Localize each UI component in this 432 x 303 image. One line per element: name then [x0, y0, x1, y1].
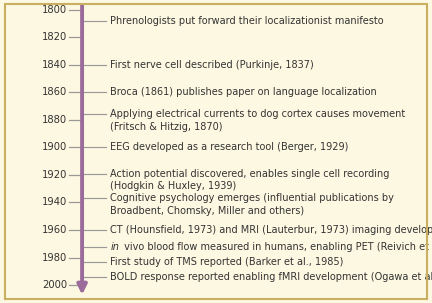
- Text: 1960: 1960: [41, 225, 67, 235]
- Text: (Fritsch & Hitzig, 1870): (Fritsch & Hitzig, 1870): [110, 122, 222, 132]
- Text: Broca (1861) publishes paper on language localization: Broca (1861) publishes paper on language…: [110, 87, 377, 97]
- Text: CT (Hounsfield, 1973) and MRI (Lauterbur, 1973) imaging developed: CT (Hounsfield, 1973) and MRI (Lauterbur…: [110, 225, 432, 235]
- Text: 1820: 1820: [42, 32, 67, 42]
- Text: in: in: [110, 241, 119, 251]
- Text: BOLD response reported enabling fMRI development (Ogawa et al., 1990): BOLD response reported enabling fMRI dev…: [110, 272, 432, 282]
- Text: Action potential discovered, enables single cell recording: Action potential discovered, enables sin…: [110, 168, 390, 178]
- Text: Applying electrical currents to dog cortex causes movement: Applying electrical currents to dog cort…: [110, 109, 405, 119]
- Text: (Hodgkin & Huxley, 1939): (Hodgkin & Huxley, 1939): [110, 181, 236, 191]
- Text: 2000: 2000: [42, 280, 67, 290]
- Text: 1980: 1980: [42, 252, 67, 263]
- Text: 1880: 1880: [42, 115, 67, 125]
- Text: 1920: 1920: [41, 170, 67, 180]
- Text: First nerve cell described (Purkinje, 1837): First nerve cell described (Purkinje, 18…: [110, 60, 314, 70]
- Text: First study of TMS reported (Barker et al., 1985): First study of TMS reported (Barker et a…: [110, 257, 343, 267]
- Text: 1800: 1800: [42, 5, 67, 15]
- Text: Cognitive psychology emerges (influential publications by: Cognitive psychology emerges (influentia…: [110, 193, 394, 203]
- Text: Phrenologists put forward their localizationist manifesto: Phrenologists put forward their localiza…: [110, 16, 384, 26]
- Text: 1860: 1860: [42, 87, 67, 97]
- Text: 1900: 1900: [42, 142, 67, 152]
- Text: 1840: 1840: [42, 60, 67, 70]
- Text: EEG developed as a research tool (Berger, 1929): EEG developed as a research tool (Berger…: [110, 142, 349, 152]
- Text: vivo blood flow measured in humans, enabling PET (Reivich et al., 1979): vivo blood flow measured in humans, enab…: [121, 241, 432, 251]
- Text: 1940: 1940: [42, 198, 67, 208]
- Text: Broadbent, Chomsky, Miller and others): Broadbent, Chomsky, Miller and others): [110, 206, 304, 216]
